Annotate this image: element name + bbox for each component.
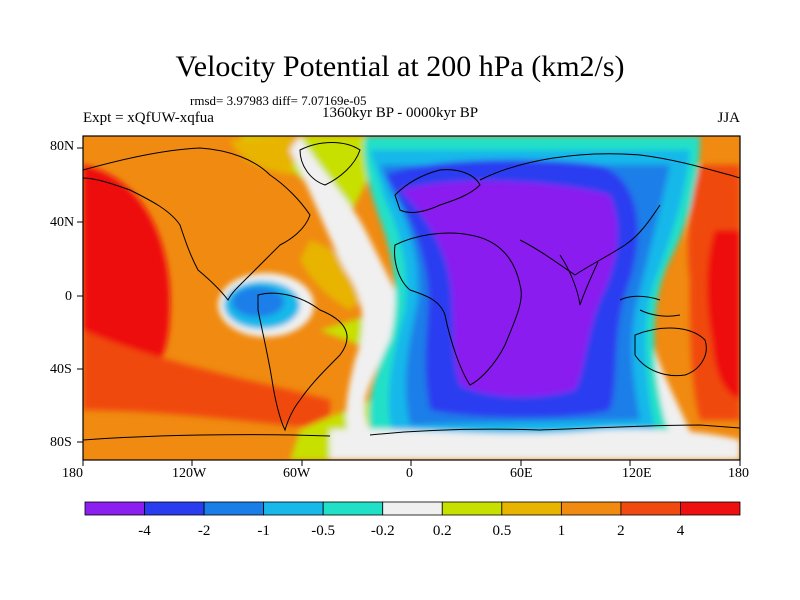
x-tick-60e: 60E bbox=[510, 466, 533, 481]
y-tick-0: 0 bbox=[65, 289, 72, 304]
map-ticks bbox=[77, 147, 741, 466]
colorbar-label: -1 bbox=[257, 523, 270, 539]
colorbar-swatch bbox=[382, 501, 443, 516]
x-tick-120e: 120E bbox=[622, 466, 652, 481]
colorbar-label: 2 bbox=[617, 523, 625, 539]
colorbar-swatch bbox=[203, 501, 265, 516]
colorbar-label: -0.5 bbox=[311, 523, 335, 539]
velocity-potential-field bbox=[83, 136, 740, 460]
colorbar-label: -0.2 bbox=[371, 523, 395, 539]
colorbar-swatch bbox=[560, 501, 622, 516]
y-tick-80n: 80N bbox=[50, 139, 75, 154]
y-tick-40n: 40N bbox=[50, 215, 75, 230]
colorbar-label: 0.5 bbox=[492, 523, 511, 539]
x-tick-180e: 180 bbox=[728, 466, 749, 481]
coastlines bbox=[83, 142, 740, 441]
colorbar-swatch bbox=[620, 501, 681, 516]
experiment-label: Expt = xQfUW-xqfua bbox=[83, 110, 214, 126]
x-tick-120w: 120W bbox=[172, 466, 207, 481]
x-tick-180w: 180 bbox=[62, 466, 83, 481]
y-tick-40s: 40S bbox=[50, 362, 72, 377]
colorbar-label: -2 bbox=[198, 523, 211, 539]
x-tick-0: 0 bbox=[406, 466, 413, 481]
y-tick-80s: 80S bbox=[50, 435, 72, 450]
colorbar-swatch bbox=[84, 501, 145, 516]
x-tick-60w: 60W bbox=[283, 466, 311, 481]
colorbar-label: 1 bbox=[558, 523, 566, 539]
colorbar-label: 0.2 bbox=[433, 523, 452, 539]
colorbar-swatch bbox=[322, 501, 384, 516]
stats-text: rmsd= 3.97983 diff= 7.07169e-05 bbox=[190, 93, 367, 108]
colorbar-swatch bbox=[144, 501, 205, 516]
colorbar-swatch bbox=[680, 501, 741, 516]
map-title: Velocity Potential at 200 hPa (km2/s) bbox=[175, 50, 625, 83]
colorbar-swatch bbox=[501, 501, 562, 516]
period-label: 1360kyr BP - 0000kyr BP bbox=[322, 105, 479, 121]
season-label: JJA bbox=[717, 110, 740, 126]
colorbar-label: -4 bbox=[138, 523, 151, 539]
colorbar-swatch bbox=[441, 501, 503, 516]
colorbar: -4 -2 -1 -0.5 -0.2 0.2 0.5 1 2 4 bbox=[84, 501, 741, 539]
colorbar-label: 4 bbox=[677, 523, 685, 539]
colorbar-swatch bbox=[263, 501, 324, 516]
